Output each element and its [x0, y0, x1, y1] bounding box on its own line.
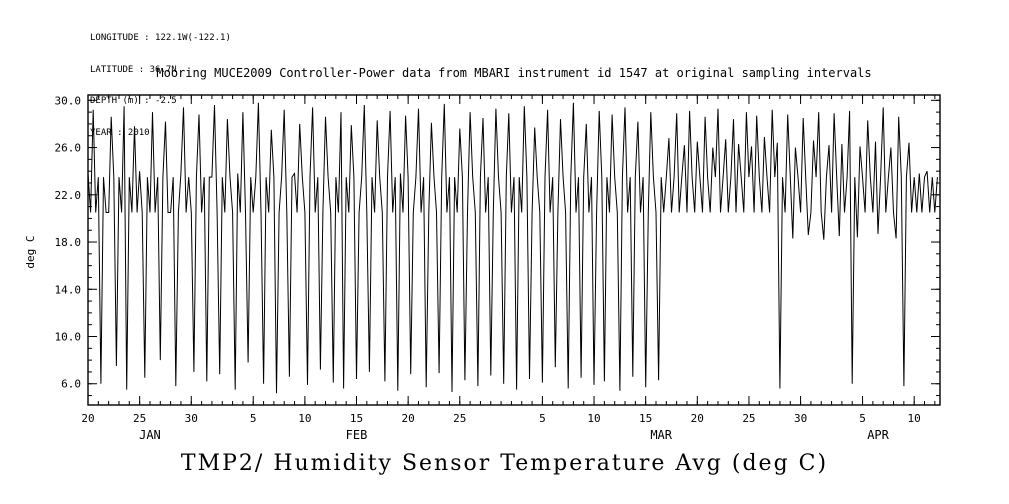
meta-latitude: LATITUDE : 36.7N — [90, 64, 177, 75]
x-month-label: MAR — [650, 428, 672, 442]
meta-longitude: LONGITUDE : 122.1W(-122.1) — [90, 33, 231, 43]
x-tick-label: 30 — [185, 412, 198, 425]
x-tick-label: 15 — [350, 412, 363, 425]
plot-border — [87, 94, 941, 406]
x-tick-label: 20 — [81, 412, 94, 425]
axes-group: 30.0 26.0 22.0 18.0 14.0 10.0 6.0 20 25 30 5 10 15 20… — [55, 94, 941, 442]
temperature-series — [87, 102, 938, 394]
x-tick-label: 25 — [742, 412, 755, 425]
x-tick-label: 5 — [859, 412, 866, 425]
x-tick-label: 30 — [794, 412, 807, 425]
x-tick-label: 10 — [908, 412, 921, 425]
x-tick-label: 25 — [133, 412, 146, 425]
x-tick-label: 15 — [639, 412, 652, 425]
x-tick-label: 5 — [250, 412, 257, 425]
y-tick-label: 30.0 — [55, 94, 82, 107]
metadata-block: LONGITUDE : 122.1W(-122.1) LATITUDE : 36… — [90, 12, 231, 159]
x-month-label: APR — [867, 428, 889, 442]
x-tick-label: 10 — [298, 412, 311, 425]
y-tick-label: 26.0 — [55, 142, 82, 155]
x-tick-label: 5 — [539, 412, 546, 425]
meta-year: YEAR : 2010 — [90, 127, 150, 138]
chart-subtitle: TMP2/ Humidity Sensor Temperature Avg (d… — [180, 451, 829, 476]
x-month-label: JAN — [139, 428, 161, 442]
y-tick-label: 10.0 — [55, 331, 82, 344]
x-tick-label: 20 — [691, 412, 704, 425]
y-tick-label: 22.0 — [55, 189, 82, 202]
x-tick-label: 20 — [402, 412, 415, 425]
x-tick-label: 25 — [453, 412, 466, 425]
y-tick-label: 18.0 — [55, 236, 82, 249]
meta-depth: DEPTH (m) : -2.5 — [90, 96, 177, 106]
x-month-label: FEB — [346, 428, 368, 442]
y-tick-label: 14.0 — [55, 283, 82, 296]
chart-title: Mooring MUCE2009 Controller-Power data f… — [156, 66, 872, 80]
series-group — [87, 102, 938, 394]
y-axis-label: deg C — [24, 235, 37, 268]
y-tick-label: 6.0 — [61, 378, 81, 391]
x-tick-label: 10 — [587, 412, 600, 425]
